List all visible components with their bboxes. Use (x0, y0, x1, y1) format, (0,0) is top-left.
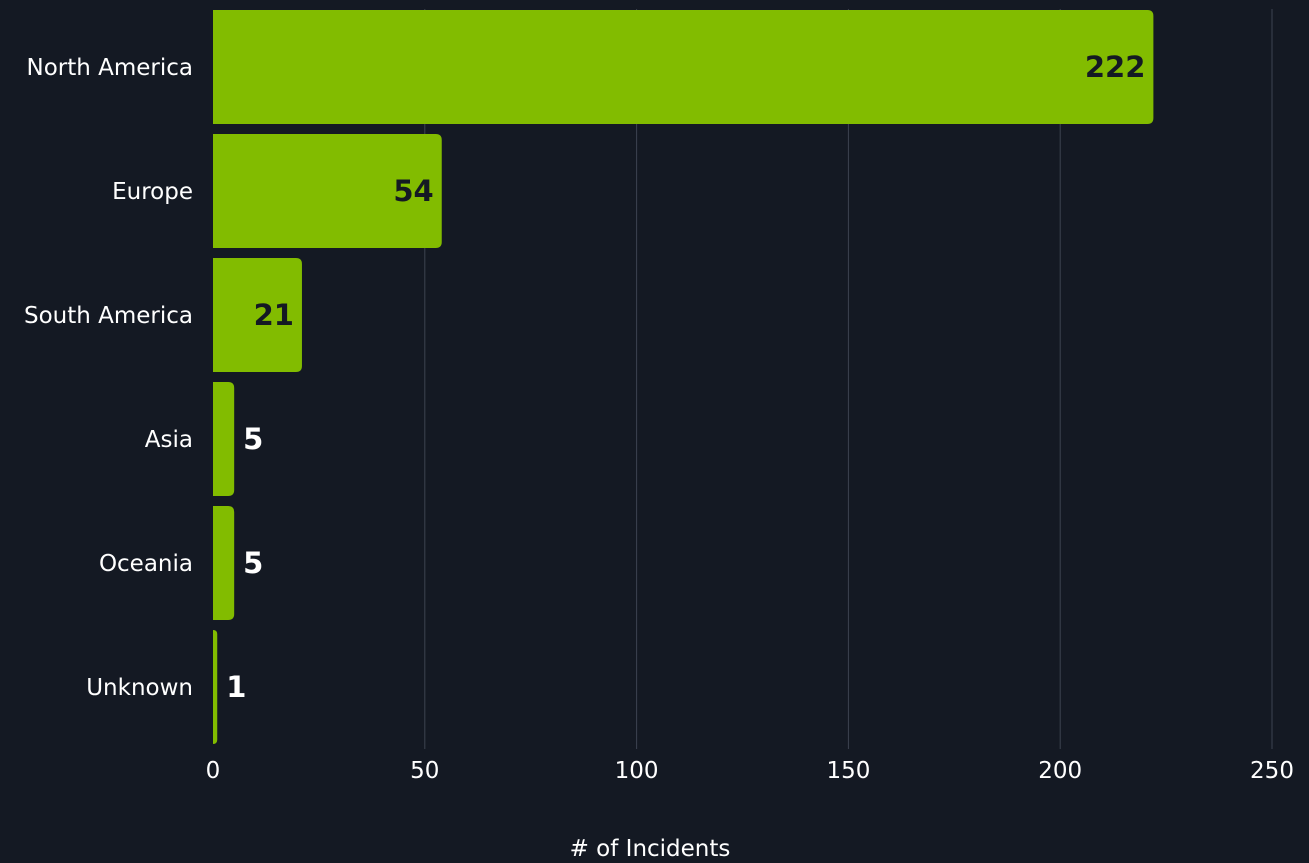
bar-south-america (213, 258, 302, 372)
x-axis-title: # of Incidents (570, 836, 731, 862)
value-label-oceania: 5 (243, 546, 263, 580)
x-tick-label-100: 100 (615, 758, 659, 784)
value-label-asia: 5 (243, 422, 263, 456)
x-tick-label-250: 250 (1250, 758, 1294, 784)
x-tick-labels: 0 50 100 150 200 250 (206, 758, 1294, 784)
category-label-south-america: South America (24, 303, 193, 329)
value-label-europe: 54 (393, 174, 433, 208)
value-label-south-america: 21 (254, 298, 294, 332)
category-label-oceania: Oceania (99, 551, 193, 577)
category-label-asia: Asia (145, 427, 193, 453)
gridlines (424, 9, 1273, 749)
value-label-unknown: 1 (226, 670, 246, 704)
x-tick-label-0: 0 (206, 758, 221, 784)
bar-asia (213, 382, 235, 496)
category-label-north-america: North America (26, 55, 193, 81)
x-tick-label-150: 150 (826, 758, 870, 784)
x-tick-label-50: 50 (410, 758, 439, 784)
category-label-unknown: Unknown (86, 675, 193, 701)
bar-unknown (213, 630, 218, 744)
bar-europe (213, 134, 442, 248)
bars (213, 10, 1154, 744)
bar-oceania (213, 506, 235, 620)
category-labels: North America Europe South America Asia Ocea… (24, 55, 193, 701)
category-label-europe: Europe (112, 179, 193, 205)
bar-north-america (213, 10, 1154, 124)
value-labels: 222 54 21 5 5 1 (226, 50, 1145, 704)
x-tick-label-200: 200 (1038, 758, 1082, 784)
value-label-north-america: 222 (1085, 50, 1146, 84)
